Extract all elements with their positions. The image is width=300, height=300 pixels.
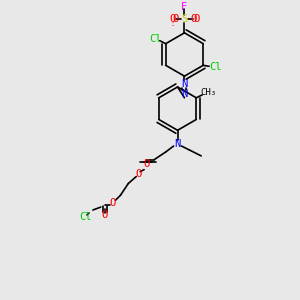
Text: CH₃: CH₃ <box>200 88 216 98</box>
Text: N: N <box>181 79 188 89</box>
Text: O: O <box>110 198 116 208</box>
Text: O: O <box>102 210 108 220</box>
Text: O: O <box>169 14 176 24</box>
Text: O: O <box>193 14 200 24</box>
Text: Cl: Cl <box>150 34 162 44</box>
Text: N: N <box>181 89 188 99</box>
Text: :: : <box>170 21 175 27</box>
Text: S: S <box>181 14 188 24</box>
Text: Cl: Cl <box>79 212 91 222</box>
Text: F: F <box>181 2 188 12</box>
Text: Cl: Cl <box>209 62 221 72</box>
Text: O: O <box>143 159 149 169</box>
Text: N: N <box>174 139 181 149</box>
Text: O: O <box>135 169 141 178</box>
Text: O: O <box>190 14 196 24</box>
Text: O: O <box>172 14 179 24</box>
